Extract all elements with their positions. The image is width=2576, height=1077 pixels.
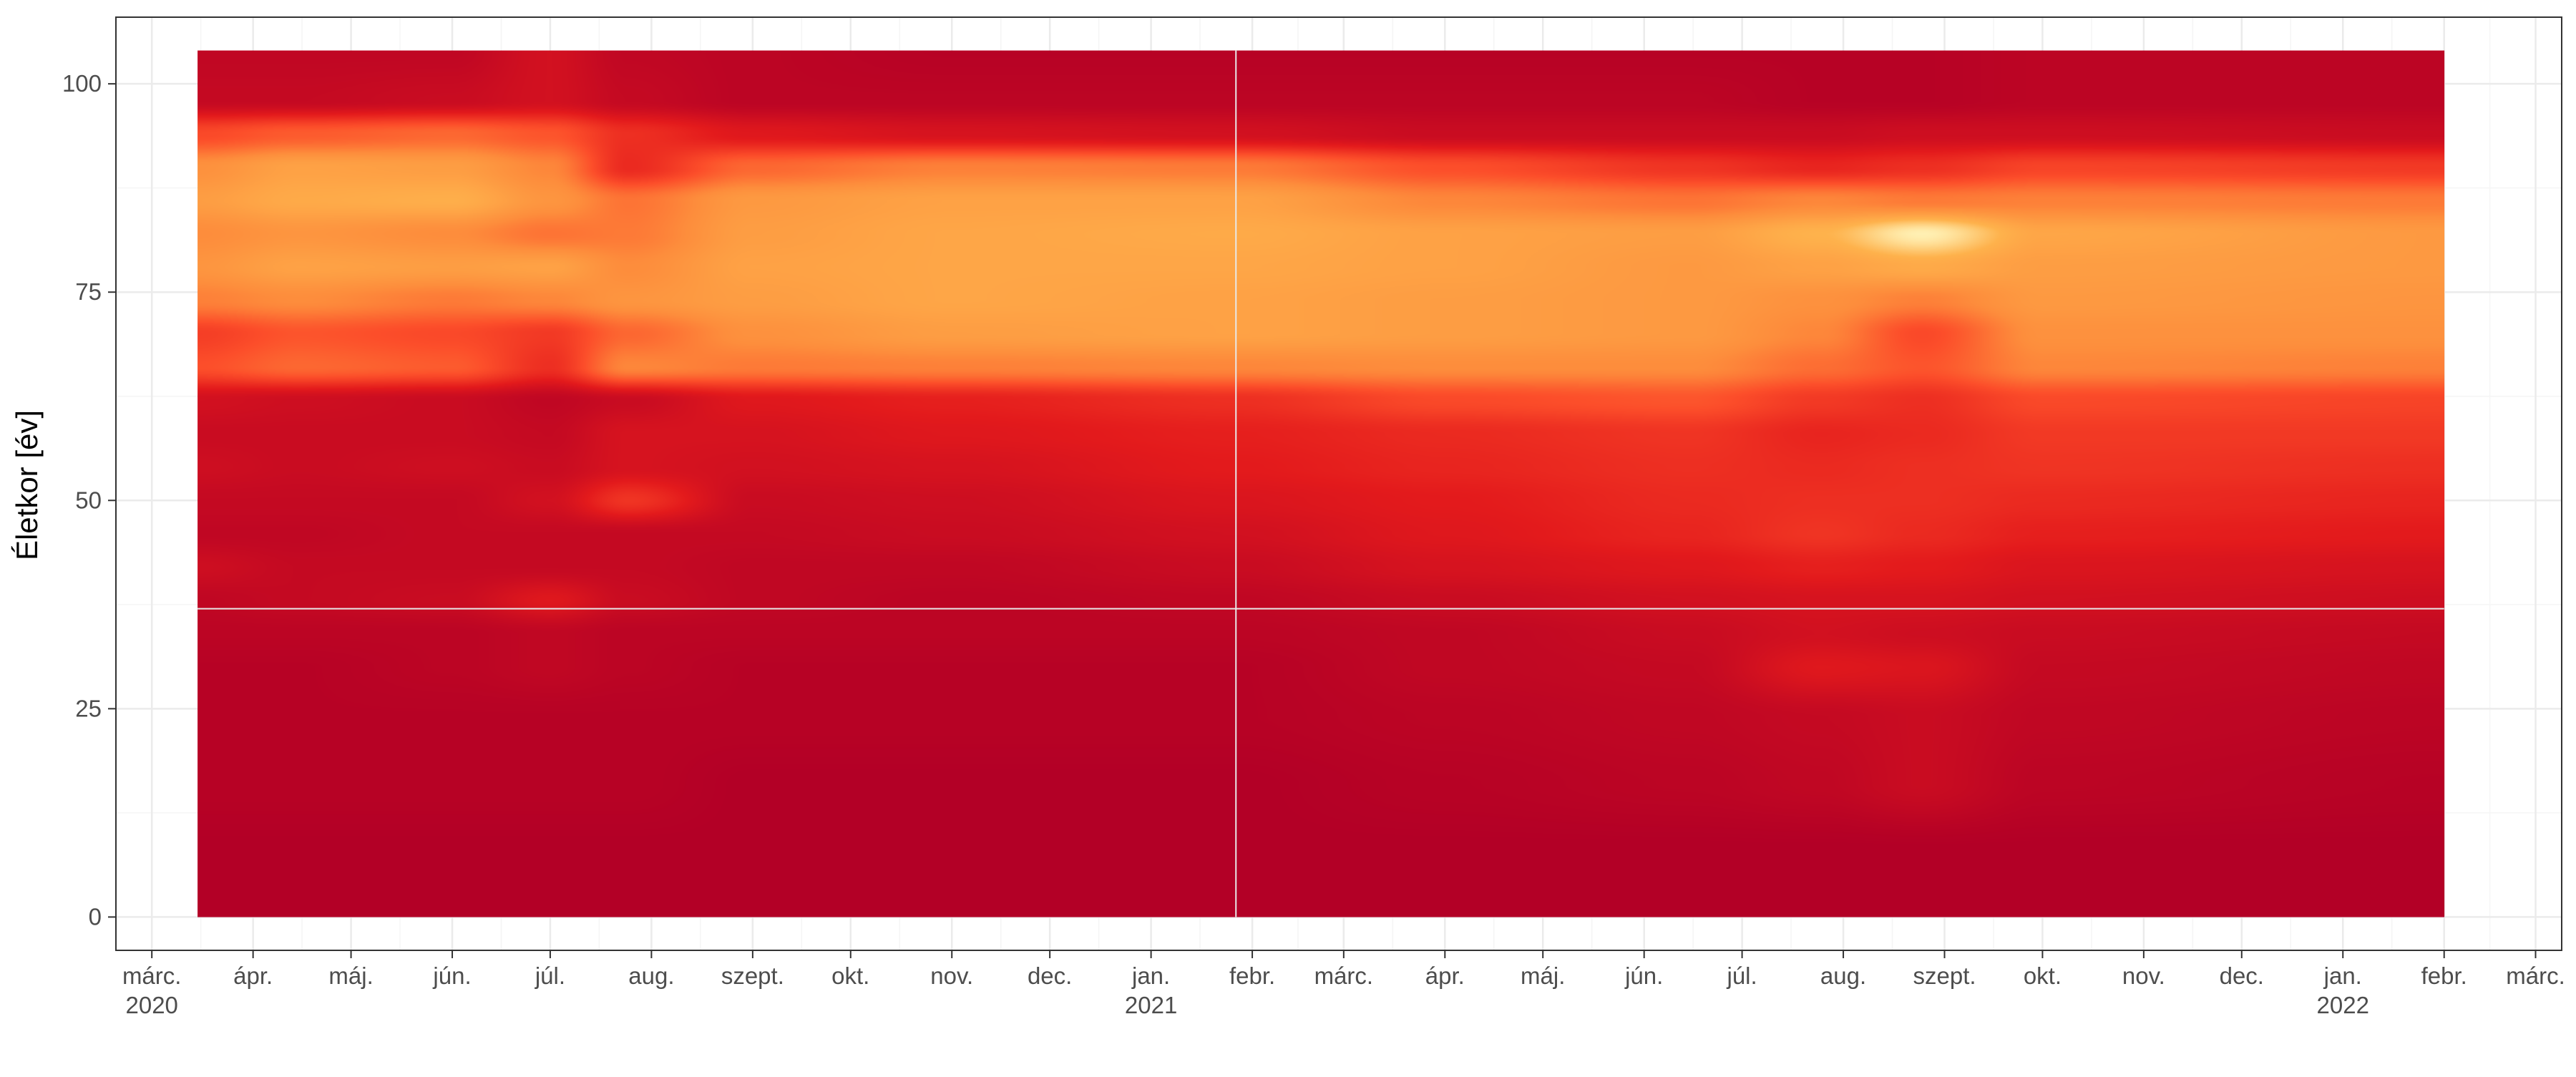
- x-tick-label: febr.: [1229, 963, 1275, 989]
- reference-lines: [197, 50, 2444, 917]
- x-tick-year-label: 2022: [2317, 992, 2369, 1018]
- x-tick-label: aug.: [1820, 963, 1866, 989]
- x-tick-label: dec.: [1028, 963, 1072, 989]
- x-tick-label: jún.: [432, 963, 471, 989]
- y-tick-label: 50: [75, 487, 102, 513]
- x-tick-year-label: 2020: [125, 992, 177, 1018]
- heatmap-raster: [197, 50, 2445, 917]
- heat-layer: [197, 50, 2445, 917]
- y-axis-title: Életkor [év]: [10, 410, 44, 560]
- x-tick-label: márc.: [2506, 963, 2565, 989]
- x-tick-label: júl.: [1726, 963, 1757, 989]
- x-tick-year-label: 2021: [1125, 992, 1177, 1018]
- x-tick-label: máj.: [1521, 963, 1565, 989]
- x-tick-label: okt.: [831, 963, 869, 989]
- x-tick-label: jún.: [1624, 963, 1663, 989]
- x-tick-label: okt.: [2024, 963, 2062, 989]
- panel-border: [115, 16, 2562, 951]
- x-tick-label: márc.: [1314, 963, 1374, 989]
- x-tick-label: nov.: [930, 963, 973, 989]
- x-tick-label: ápr.: [233, 963, 273, 989]
- x-tick-label: nov.: [2122, 963, 2165, 989]
- y-tick-label: 75: [75, 278, 102, 305]
- x-tick-label: márc.: [122, 963, 182, 989]
- y-tick-label: 0: [89, 903, 102, 930]
- x-tick-label: ápr.: [1425, 963, 1465, 989]
- x-tick-label: szept.: [721, 963, 784, 989]
- x-tick-label: aug.: [628, 963, 674, 989]
- x-tick-label: dec.: [2220, 963, 2264, 989]
- axes: 0 25 50 75 100 márc. 2020 ápr. máj. jún. júl. aug. s…: [62, 70, 2565, 1018]
- x-tick-label: jan.: [1131, 963, 1170, 989]
- x-tick-label: máj.: [328, 963, 373, 989]
- x-tick-label: szept.: [1913, 963, 1976, 989]
- x-tick-label: júl.: [535, 963, 565, 989]
- x-tick-label: febr.: [2421, 963, 2467, 989]
- y-tick-label: 25: [75, 695, 102, 721]
- x-tick-label: jan.: [2323, 963, 2362, 989]
- y-tick-label: 100: [62, 70, 102, 97]
